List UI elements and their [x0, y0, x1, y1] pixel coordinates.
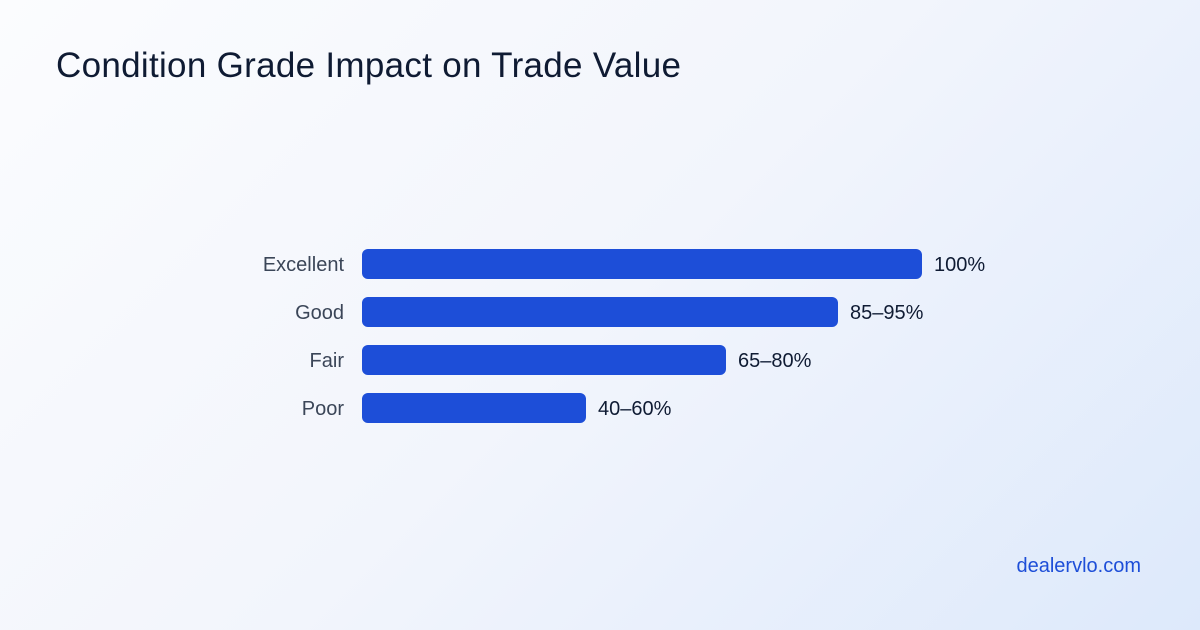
bar-group: Excellent 100% Good 85–95% Fair 65–80% Poor 40–… [263, 249, 985, 423]
value-label-poor: 40–60% [598, 398, 672, 420]
category-label-poor: Poor [302, 398, 345, 420]
bar-fair [362, 345, 726, 375]
value-label-fair: 65–80% [738, 350, 812, 372]
brand-link[interactable]: dealervlo.com [1016, 555, 1141, 577]
bar-good [362, 297, 838, 327]
category-label-fair: Fair [310, 350, 345, 372]
value-label-excellent: 100% [934, 254, 985, 276]
bar-poor [362, 393, 586, 423]
bar-excellent [362, 249, 922, 279]
value-label-good: 85–95% [850, 302, 924, 324]
chart-title: Condition Grade Impact on Trade Value [56, 46, 682, 85]
category-label-good: Good [295, 302, 344, 324]
category-label-excellent: Excellent [263, 254, 345, 276]
